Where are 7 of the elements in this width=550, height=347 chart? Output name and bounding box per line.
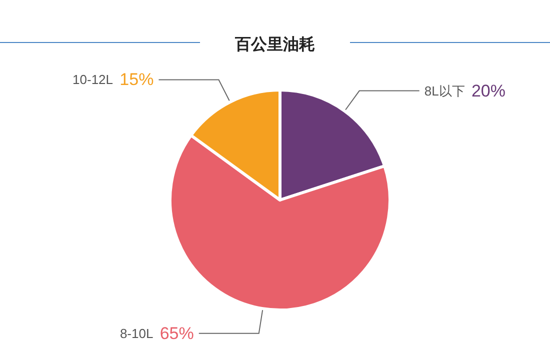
slice-label: 8-10L xyxy=(120,326,154,341)
data-label: 20% xyxy=(471,81,506,100)
chart-title: 百公里油耗 xyxy=(234,36,315,54)
slice-label: 10-12L xyxy=(72,72,114,88)
data-label: 65% xyxy=(160,324,194,343)
slice-label: 8L以下 xyxy=(424,83,465,98)
data-label: 15% xyxy=(120,70,154,90)
